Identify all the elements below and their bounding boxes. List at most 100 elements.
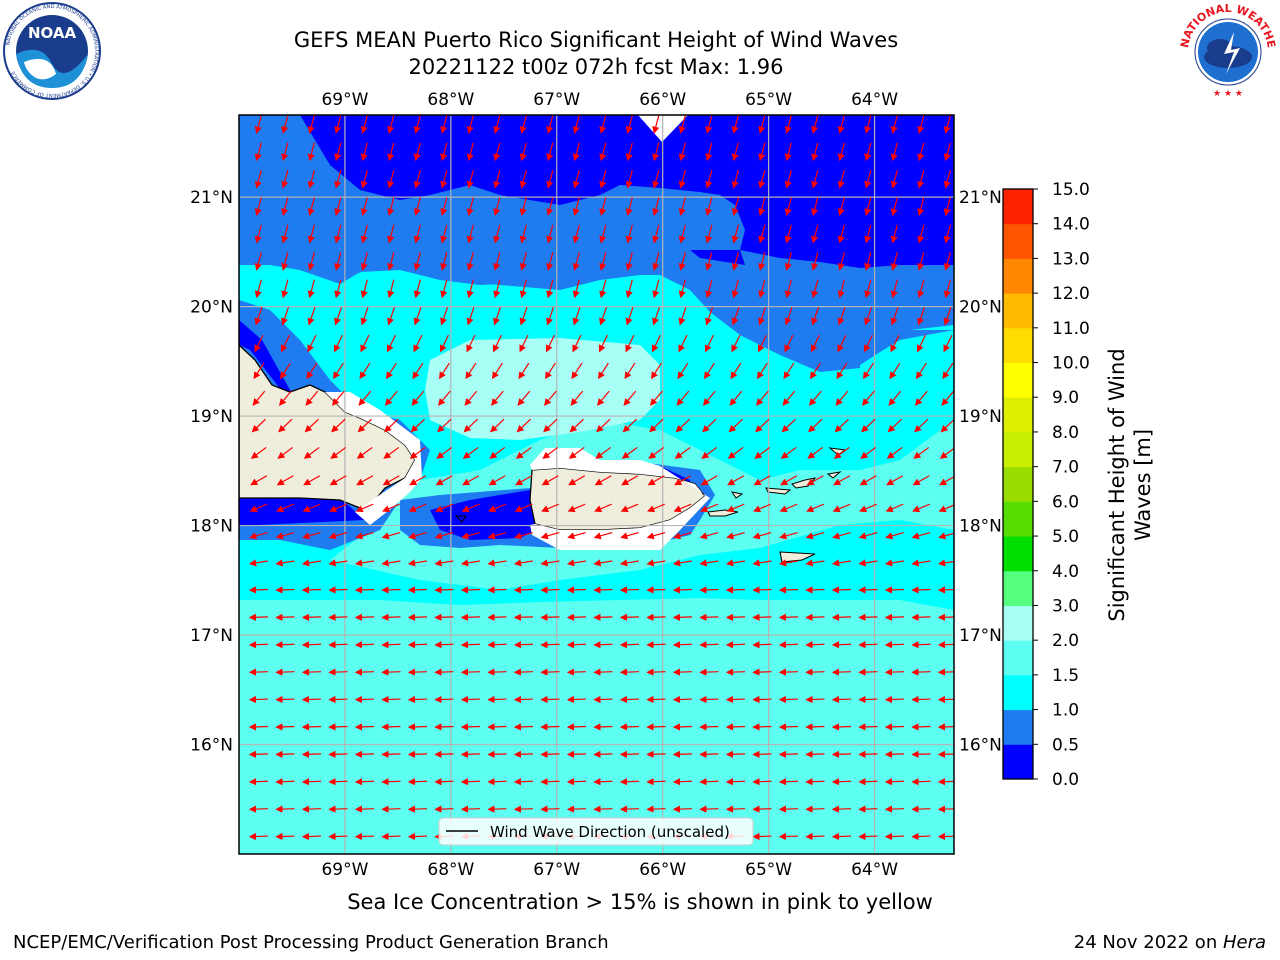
wave-direction-arrow — [625, 252, 633, 271]
wave-direction-arrow — [678, 224, 686, 244]
wave-direction-arrow — [672, 586, 693, 594]
wave-direction-arrow — [778, 559, 798, 567]
wave-direction-arrow — [731, 224, 739, 244]
wave-direction-arrow — [248, 832, 269, 841]
wave-direction-arrow — [513, 695, 534, 704]
wave-direction-arrow — [621, 475, 639, 486]
wave-direction-arrow — [911, 695, 931, 704]
colorbar-tick-label: 8.0 — [1052, 423, 1079, 443]
colorbar-tick-label: 1.0 — [1052, 701, 1079, 721]
wave-direction-arrow — [254, 307, 263, 326]
wave-direction-arrow — [413, 197, 421, 217]
lon-tick-label: 66°W — [639, 860, 686, 880]
wave-direction-arrow — [758, 252, 766, 271]
wave-direction-arrow — [307, 334, 317, 353]
wave-direction-arrow — [831, 723, 852, 731]
wave-direction-arrow — [705, 197, 713, 217]
wave-direction-arrow — [911, 750, 931, 758]
wave-direction-arrow — [864, 142, 872, 162]
wave-direction-arrow — [354, 723, 375, 731]
wave-direction-arrow — [621, 446, 638, 459]
wave-direction-arrow — [461, 531, 480, 540]
wave-direction-arrow — [359, 362, 371, 380]
wave-direction-arrow — [837, 307, 846, 326]
wave-direction-arrow — [546, 307, 554, 326]
wave-direction-arrow — [546, 142, 554, 162]
wave-direction-arrow — [731, 142, 739, 162]
wave-direction-arrow — [725, 723, 746, 731]
wave-direction-arrow — [434, 695, 454, 704]
map-legend: Wind Wave Direction (unscaled) — [438, 817, 754, 846]
wave-direction-arrow — [493, 252, 501, 271]
wave-direction-arrow — [599, 307, 607, 326]
wave-direction-arrow — [307, 115, 315, 134]
wave-direction-arrow — [752, 750, 772, 758]
wave-direction-arrow — [277, 446, 294, 459]
wave-direction-arrow — [678, 142, 686, 162]
wave-direction-arrow — [440, 115, 448, 134]
wave-direction-arrow — [864, 169, 872, 189]
wave-direction-arrow — [413, 279, 421, 299]
colorbar-tick-label: 6.0 — [1052, 492, 1079, 512]
wave-direction-arrow — [440, 197, 448, 217]
wave-direction-arrow — [413, 334, 423, 353]
wave-direction-arrow — [731, 115, 739, 134]
wave-direction-arrow — [811, 142, 819, 162]
wave-direction-arrow — [778, 805, 799, 813]
wave-direction-arrow — [543, 390, 557, 406]
wave-direction-arrow — [646, 641, 666, 649]
wave-direction-arrow — [646, 750, 666, 758]
wave-direction-arrow — [356, 475, 374, 486]
wave-direction-arrow — [599, 142, 607, 162]
wave-direction-arrow — [409, 446, 426, 459]
wave-direction-arrow — [540, 641, 560, 649]
wave-direction-arrow — [440, 307, 448, 326]
wave-direction-arrow — [334, 307, 342, 326]
wave-direction-arrow — [784, 334, 794, 353]
wave-direction-arrow — [917, 197, 925, 217]
wave-direction-arrow — [248, 668, 269, 676]
colorbar-label-line2: Waves [m] — [1131, 429, 1155, 541]
wave-direction-arrow — [387, 115, 395, 134]
wave-direction-arrow — [858, 832, 878, 841]
wave-direction-arrow — [805, 586, 825, 594]
wave-direction-arrow — [333, 334, 343, 353]
wave-direction-arrow — [328, 531, 348, 540]
wave-direction-arrow — [254, 224, 262, 244]
wave-direction-arrow — [381, 531, 401, 540]
wave-direction-arrow — [546, 169, 554, 189]
wave-direction-arrow — [357, 418, 372, 433]
wave-direction-arrow — [699, 778, 719, 786]
wave-direction-arrow — [387, 279, 395, 299]
colorbar-segment — [1003, 674, 1033, 711]
lon-tick-label: 67°W — [533, 90, 580, 110]
wave-direction-arrow — [407, 613, 428, 621]
wave-direction-arrow — [281, 307, 289, 326]
colorbar-tick-label: 10.0 — [1052, 354, 1090, 374]
wave-direction-arrow — [646, 723, 666, 731]
wave-direction-arrow — [753, 503, 772, 513]
wave-direction-arrow — [381, 613, 401, 621]
wave-direction-arrow — [890, 307, 899, 326]
wave-direction-arrow — [328, 805, 348, 813]
wave-direction-arrow — [806, 475, 824, 486]
wave-direction-arrow — [307, 197, 315, 217]
wave-direction-arrow — [858, 641, 878, 649]
wave-direction-arrow — [466, 142, 474, 162]
wave-direction-arrow — [354, 695, 375, 704]
colorbar-segment — [1003, 362, 1033, 398]
wave-direction-arrow — [301, 641, 322, 649]
colorbar-segment — [1003, 570, 1033, 606]
wave-direction-arrow — [778, 613, 799, 621]
wave-direction-arrow — [809, 362, 821, 380]
wave-direction-arrow — [253, 362, 265, 380]
wave-direction-arrow — [807, 446, 824, 459]
wave-direction-arrow — [835, 390, 849, 406]
colorbar-tick-label: 0.5 — [1052, 735, 1079, 755]
wave-direction-arrow — [413, 115, 421, 134]
wave-direction-arrow — [833, 475, 851, 486]
wave-direction-arrow — [281, 169, 289, 189]
wave-direction-arrow — [328, 750, 348, 758]
wave-direction-arrow — [599, 169, 607, 189]
wave-direction-arrow — [487, 668, 507, 676]
